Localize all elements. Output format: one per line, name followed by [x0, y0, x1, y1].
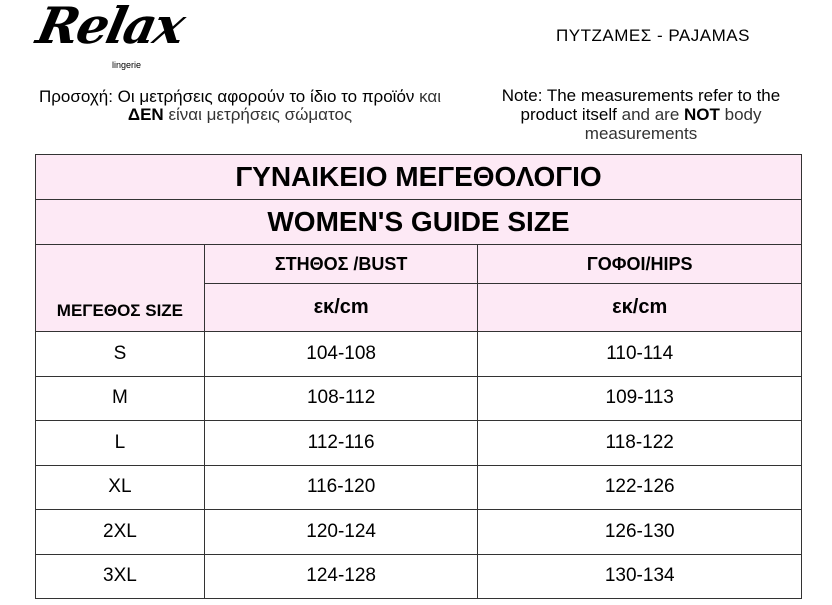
cell-size: S	[35, 331, 205, 377]
logo-text: Relax	[31, 0, 189, 55]
note-english-part3: NOT	[684, 105, 720, 124]
cell-hips: 110-114	[477, 331, 802, 377]
cell-size: 3XL	[35, 553, 205, 599]
cell-size: XL	[35, 464, 205, 510]
note-english-part4: body measurements	[584, 105, 762, 143]
hips-unit: εκ/cm	[477, 283, 802, 332]
table-title-english: WOMEN'S GUIDE SIZE	[35, 199, 802, 245]
cell-hips: 126-130	[477, 509, 802, 555]
table-row: XL 116-120 122-126	[35, 464, 802, 510]
cell-size: M	[35, 375, 205, 421]
note-greek-part2: και	[414, 87, 442, 106]
note-greek-part4: είναι μετρήσεις σώματος	[163, 105, 353, 124]
cell-bust: 116-120	[203, 464, 479, 510]
cell-bust: 120-124	[203, 509, 479, 555]
bust-column-header: ΣΤΗΘΟΣ /BUST	[203, 244, 479, 284]
note-english-part2: and are	[616, 105, 684, 124]
product-category: ΠΥΤΖΑΜΕΣ - PAJAMAS	[556, 26, 750, 45]
cell-hips: 118-122	[477, 420, 802, 466]
table-title-greek: ΓΥΝΑΙΚΕΙΟ ΜΕΓΕΘΟΛΟΓΙΟ	[35, 154, 802, 200]
cell-hips: 109-113	[477, 375, 802, 421]
cell-bust: 124-128	[203, 553, 479, 599]
cell-bust: 104-108	[203, 331, 479, 377]
brand-logo: Relax lingerie	[32, 0, 218, 72]
table-row: M 108-112 109-113	[35, 375, 802, 421]
note-english-part1: Note: The measurements refer to the prod…	[501, 86, 781, 124]
size-column-header: ΜΕΓΕΘΟΣ SIZE	[35, 244, 205, 332]
cell-bust: 112-116	[203, 420, 479, 466]
cell-hips: 130-134	[477, 553, 802, 599]
cell-bust: 108-112	[203, 375, 479, 421]
logo-subtext: lingerie	[112, 60, 142, 70]
cell-hips: 122-126	[477, 464, 802, 510]
table-row: S 104-108 110-114	[35, 331, 802, 377]
size-chart-table: ΓΥΝΑΙΚΕΙΟ ΜΕΓΕΘΟΛΟΓΙΟ WOMEN'S GUIDE SIZE…	[35, 154, 802, 599]
table-row: L 112-116 118-122	[35, 420, 802, 466]
note-english: Note: The measurements refer to the prod…	[476, 86, 806, 143]
bust-unit: εκ/cm	[203, 283, 479, 332]
table-row: 3XL 124-128 130-134	[35, 553, 802, 599]
note-greek-part1: Προσοχή: Οι μετρήσεις αφορούν το ίδιο το…	[38, 87, 415, 106]
note-greek: Προσοχή: Οι μετρήσεις αφορούν το ίδιο το…	[30, 88, 450, 124]
note-greek-part3: ΔΕΝ	[127, 105, 164, 124]
cell-size: 2XL	[35, 509, 205, 555]
table-row: 2XL 120-124 126-130	[35, 509, 802, 555]
hips-column-header: ΓΟΦΟΙ/HIPS	[477, 244, 802, 284]
cell-size: L	[35, 420, 205, 466]
